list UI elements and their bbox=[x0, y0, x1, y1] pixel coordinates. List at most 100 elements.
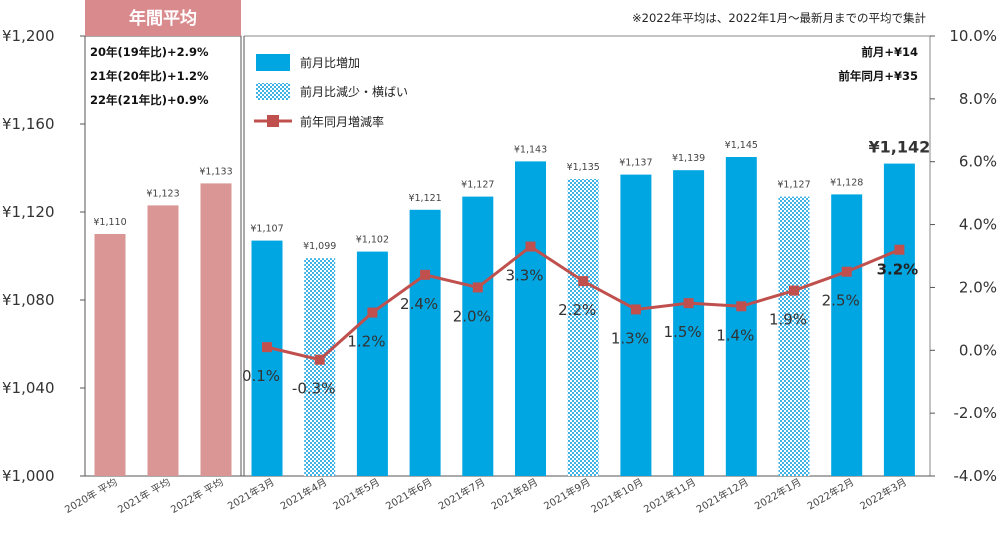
y-right-tick-label: 6.0% bbox=[959, 153, 997, 171]
bar-increase bbox=[673, 170, 705, 476]
yoy-label: -0.3% bbox=[292, 380, 336, 398]
x-category-label: 2022年 平均 bbox=[168, 475, 225, 516]
y-right-tick-label: 4.0% bbox=[959, 216, 997, 234]
chart-note: ※2022年平均は、2022年1月～最新月までの平均で集計 bbox=[632, 11, 926, 25]
yoy-label: 2.5% bbox=[822, 292, 860, 310]
x-category-label: 2021年4月 bbox=[278, 475, 329, 512]
y-right-tick-label: 10.0% bbox=[949, 27, 997, 45]
legend-label-increase: 前月比増加 bbox=[300, 55, 360, 70]
bar-decrease bbox=[778, 196, 810, 476]
bar-value-label: ¥1,099 bbox=[303, 241, 336, 252]
y-right-tick-label: 2.0% bbox=[959, 278, 997, 296]
yoy-label: 1.2% bbox=[347, 333, 385, 351]
yoy-label: 0.1% bbox=[242, 367, 280, 385]
bar-increase bbox=[831, 194, 863, 476]
yoy-marker bbox=[578, 276, 589, 287]
yoy-label: 1.3% bbox=[611, 329, 649, 347]
yoy-marker bbox=[841, 266, 852, 277]
y-right-tick-label: 0.0% bbox=[959, 341, 997, 359]
bar-value-label: ¥1,128 bbox=[830, 177, 863, 188]
bar-increase bbox=[883, 163, 915, 476]
bar-value-label: ¥1,107 bbox=[250, 224, 283, 235]
bar-increase bbox=[409, 209, 441, 477]
x-category-label: 2021年5月 bbox=[331, 475, 382, 512]
yoy-marker bbox=[420, 269, 431, 280]
bar-value-label: ¥1,137 bbox=[619, 158, 652, 169]
y-left-tick-label: ¥1,000 bbox=[2, 467, 55, 485]
yoy-label: 1.5% bbox=[664, 323, 702, 341]
annual-annotation: 20年(19年比)+2.9% bbox=[90, 45, 209, 59]
right-annotation-mom: 前月+¥14 bbox=[861, 45, 918, 59]
bar-increase bbox=[620, 174, 652, 476]
annual-badge-label: 年間平均 bbox=[129, 8, 197, 29]
bar-value-label: ¥1,102 bbox=[356, 235, 389, 246]
x-category-label: 2021年8月 bbox=[489, 475, 540, 512]
x-category-label: 2021年 平均 bbox=[115, 475, 172, 516]
annual-annotation: 22年(21年比)+0.9% bbox=[90, 93, 209, 107]
legend-swatch-increase bbox=[256, 54, 290, 71]
yoy-label: 2.2% bbox=[558, 301, 596, 319]
x-category-label: 2022年1月 bbox=[752, 475, 803, 512]
bar-value-label: ¥1,121 bbox=[408, 193, 441, 204]
y-right-tick-label: -2.0% bbox=[953, 404, 997, 422]
annual-badge bbox=[85, 0, 241, 36]
bar-value-label: ¥1,133 bbox=[199, 166, 232, 177]
y-left-tick-label: ¥1,160 bbox=[2, 115, 55, 133]
bar-decrease bbox=[304, 258, 336, 476]
yoy-marker bbox=[630, 304, 641, 315]
bar-value-label: ¥1,123 bbox=[146, 188, 179, 199]
x-category-label: 2021年7月 bbox=[436, 475, 487, 512]
bar-value-label: ¥1,135 bbox=[567, 162, 600, 173]
bar-decrease bbox=[567, 179, 599, 476]
y-left-tick-label: ¥1,200 bbox=[2, 27, 55, 45]
yoy-label: 3.2% bbox=[877, 261, 919, 279]
yoy-marker bbox=[789, 285, 799, 296]
x-category-label: 2021年3月 bbox=[225, 475, 276, 512]
x-category-label: 2021年6月 bbox=[383, 475, 434, 512]
bar-value-label: ¥1,143 bbox=[514, 144, 547, 155]
bar-value-label: ¥1,139 bbox=[672, 153, 705, 164]
bar-increase bbox=[725, 157, 757, 476]
y-left-tick-label: ¥1,080 bbox=[2, 291, 55, 309]
x-category-label: 2021年9月 bbox=[541, 475, 592, 512]
yoy-label: 3.3% bbox=[505, 267, 543, 285]
yoy-marker bbox=[683, 298, 694, 309]
y-right-tick-label: 8.0% bbox=[959, 90, 997, 108]
yoy-label: 2.0% bbox=[453, 307, 491, 325]
legend-label-decrease: 前月比減少・横ばい bbox=[300, 84, 408, 99]
x-category-label: 2021年11月 bbox=[641, 475, 698, 515]
yoy-marker bbox=[525, 241, 536, 252]
bar-increase bbox=[251, 240, 283, 476]
yoy-marker bbox=[894, 244, 905, 255]
bar-increase bbox=[515, 161, 546, 476]
bar-value-label: ¥1,127 bbox=[777, 180, 810, 191]
bar-value-label: ¥1,127 bbox=[461, 180, 494, 191]
x-category-label: 2020年 平均 bbox=[62, 475, 119, 516]
yoy-marker bbox=[262, 342, 272, 353]
bar-value-label: ¥1,142 bbox=[869, 138, 931, 157]
right-annotation-yoy: 前年同月+¥35 bbox=[838, 69, 918, 83]
y-right-tick-label: -4.0% bbox=[953, 467, 997, 485]
y-left-tick-label: ¥1,040 bbox=[2, 379, 55, 397]
bar-value-label: ¥1,110 bbox=[93, 217, 126, 228]
bar-value-label: ¥1,145 bbox=[725, 140, 758, 151]
yoy-label: 1.4% bbox=[716, 326, 754, 344]
yoy-marker bbox=[314, 354, 325, 365]
bar-increase bbox=[356, 251, 388, 476]
x-category-label: 2022年3月 bbox=[858, 475, 909, 512]
yoy-label: 2.4% bbox=[400, 295, 438, 313]
legend-swatch-decrease bbox=[256, 83, 290, 100]
x-category-label: 2022年2月 bbox=[805, 475, 856, 512]
bar-annual bbox=[200, 183, 232, 476]
x-category-label: 2021年12月 bbox=[694, 475, 751, 515]
yoy-label: 1.9% bbox=[769, 311, 807, 329]
x-category-label: 2021年10月 bbox=[589, 475, 646, 515]
legend-marker-yoy bbox=[267, 115, 279, 127]
y-left-tick-label: ¥1,120 bbox=[2, 203, 55, 221]
legend-label-yoy: 前年同月増減率 bbox=[300, 114, 384, 129]
yoy-marker bbox=[367, 307, 378, 318]
bar-increase bbox=[462, 196, 494, 476]
yoy-marker bbox=[472, 282, 483, 293]
